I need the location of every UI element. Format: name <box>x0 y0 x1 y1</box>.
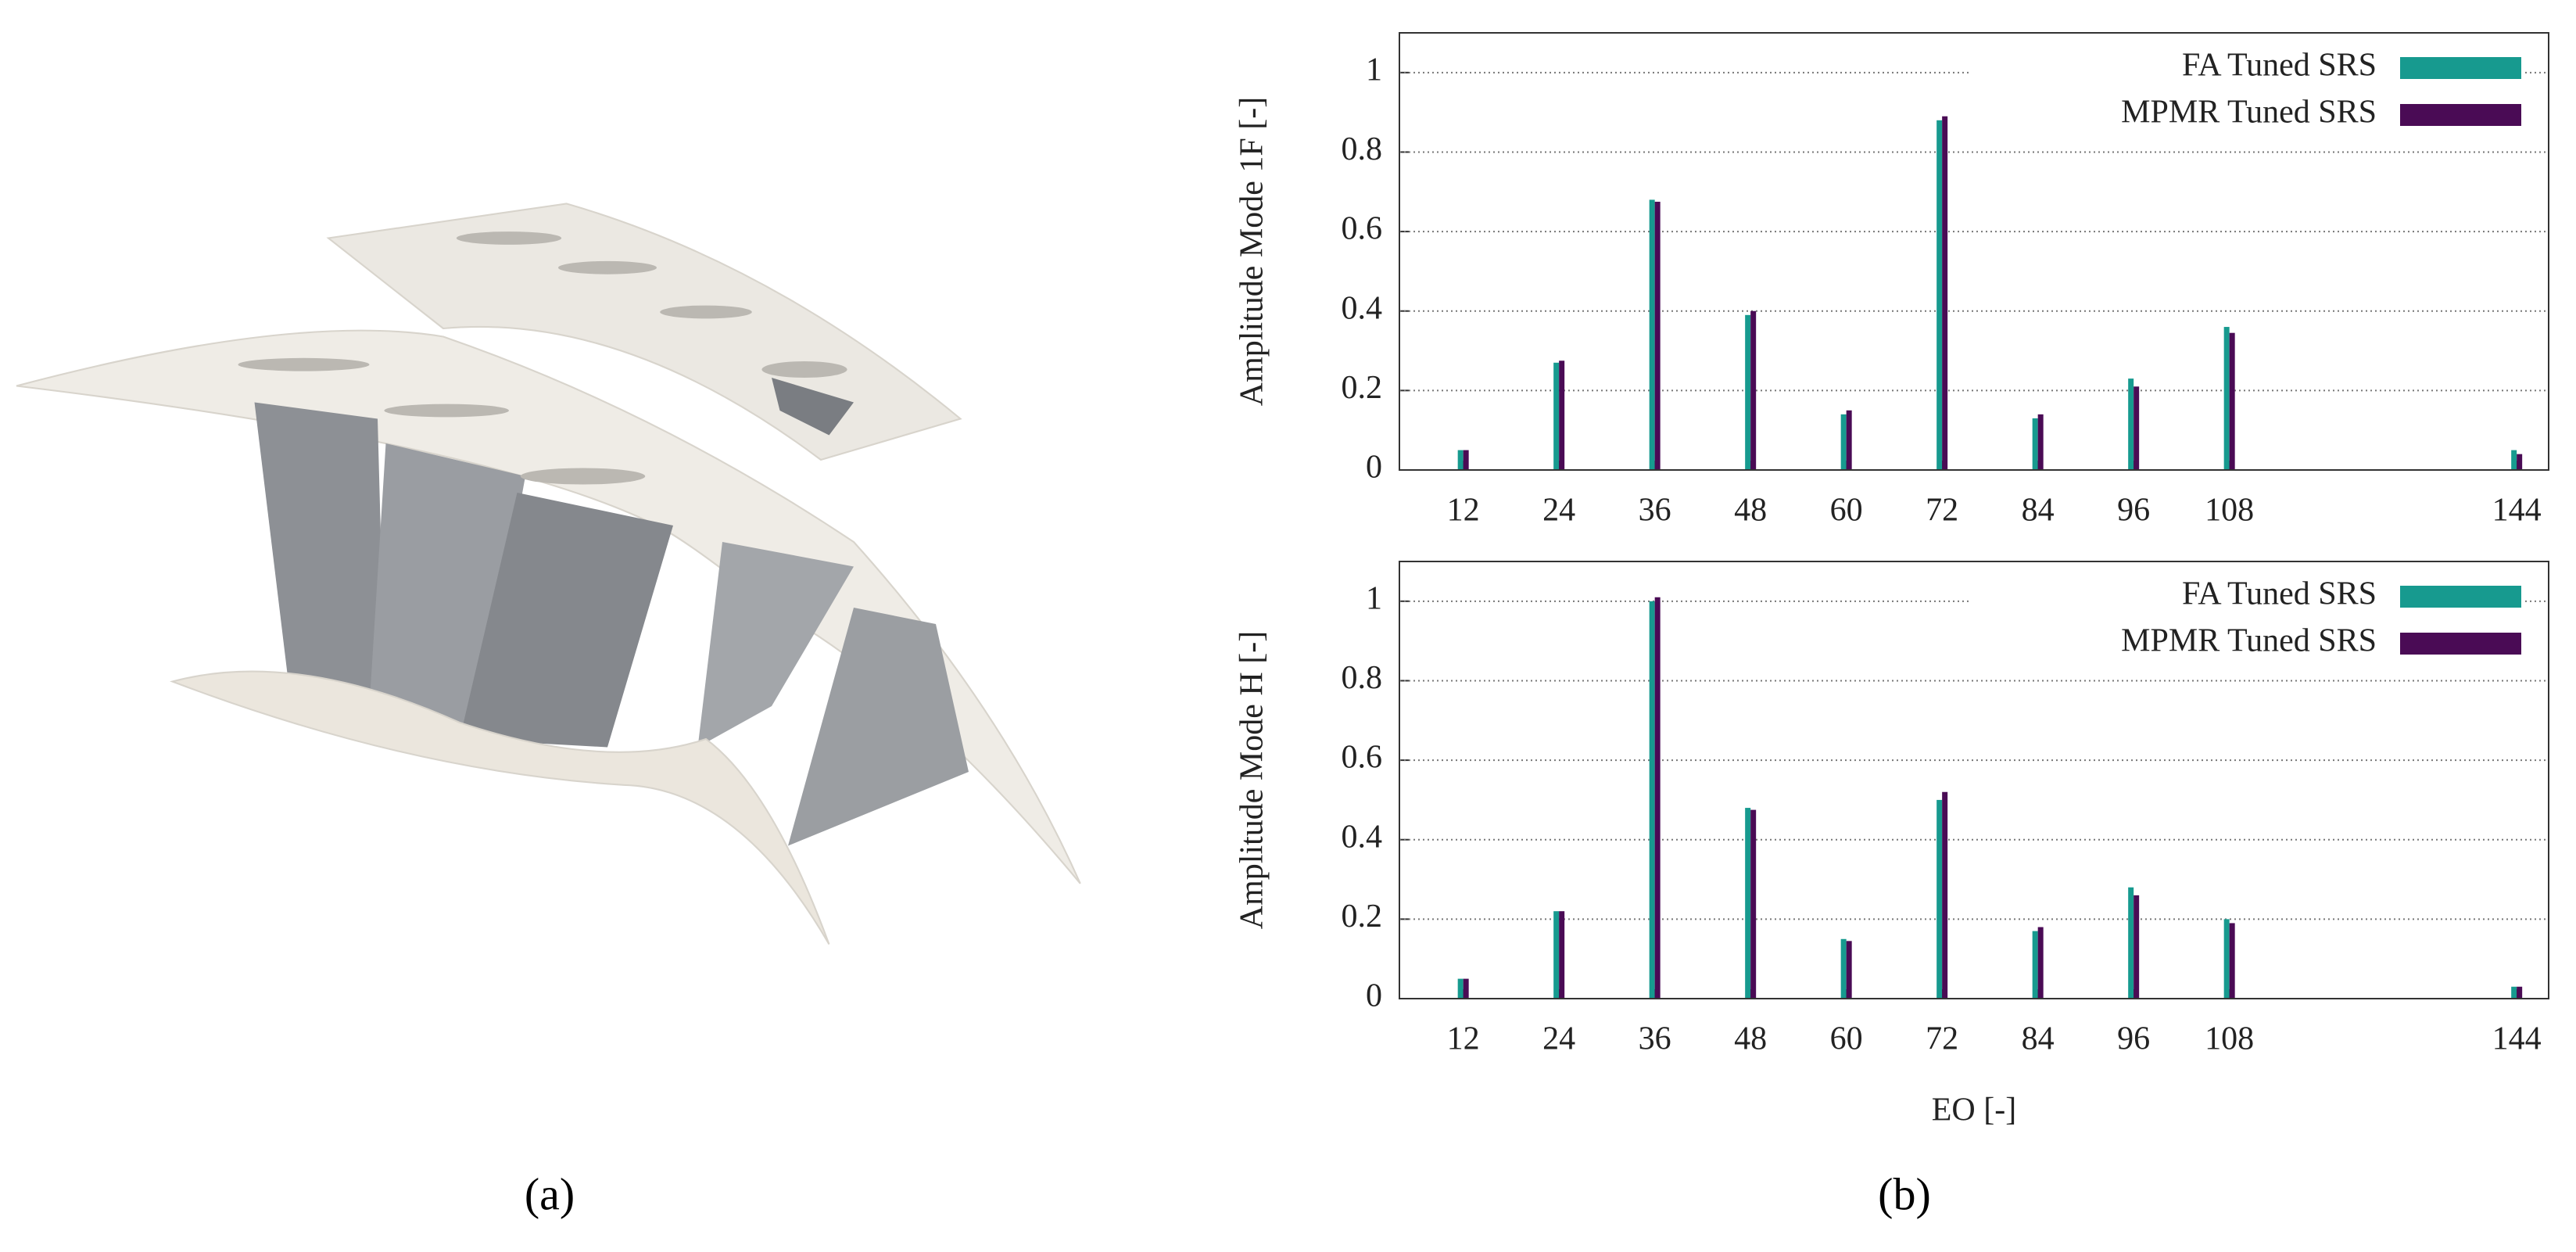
legend-box <box>1970 36 2525 145</box>
legend-swatch <box>2400 633 2521 655</box>
legend-box <box>1970 565 2525 674</box>
x-tick-label: 84 <box>2022 493 2055 529</box>
bar <box>1463 450 1469 470</box>
y-tick-label: 0.2 <box>1342 370 1383 406</box>
bar <box>1840 938 1847 999</box>
x-tick-label: 144 <box>2492 1021 2542 1057</box>
bar <box>1942 116 1948 470</box>
x-tick-label: 72 <box>1926 493 1958 529</box>
bar <box>2128 887 2134 999</box>
x-tick-label: 36 <box>1639 1021 1671 1057</box>
bar <box>2134 386 2140 470</box>
x-tick-label: 144 <box>2492 493 2542 529</box>
x-tick-label: 96 <box>2117 1021 2150 1057</box>
y-tick-label: 0.8 <box>1342 660 1383 696</box>
bar <box>1840 414 1847 470</box>
bar <box>1559 361 1565 470</box>
bar <box>2511 986 2517 999</box>
bar <box>1457 450 1464 470</box>
bar <box>2223 919 2230 999</box>
legend-swatch <box>2400 104 2521 126</box>
bar <box>1553 362 1560 470</box>
bar <box>2517 454 2523 470</box>
bar <box>1553 911 1560 999</box>
bar <box>1936 799 1943 999</box>
bar <box>2517 986 2523 999</box>
panel-label: (b) <box>1878 1168 1931 1219</box>
blade-render <box>16 203 1081 945</box>
x-tick-label: 108 <box>2205 493 2254 529</box>
y-tick-label: 0.6 <box>1342 211 1383 247</box>
bar <box>1654 597 1661 999</box>
bar <box>2128 378 2134 470</box>
legend-label: MPMR Tuned SRS <box>2121 95 2377 131</box>
bar <box>2134 895 2140 999</box>
legend-swatch <box>2400 57 2521 79</box>
bar <box>1457 978 1464 999</box>
y-tick-label: 0 <box>1366 978 1382 1014</box>
bar <box>1750 310 1757 470</box>
x-tick-label: 96 <box>2117 493 2150 529</box>
x-tick-label: 60 <box>1830 493 1863 529</box>
y-tick-label: 1 <box>1366 52 1382 88</box>
x-tick-label: 12 <box>1447 493 1480 529</box>
bar <box>2037 414 2044 470</box>
bar <box>1654 201 1661 470</box>
x-tick-label: 108 <box>2205 1021 2254 1057</box>
legend-label: FA Tuned SRS <box>2182 576 2377 612</box>
x-tick-label: 12 <box>1447 1021 1480 1057</box>
bar <box>2229 923 2235 999</box>
y-tick-label: 1 <box>1366 580 1382 616</box>
x-tick-label: 24 <box>1542 1021 1575 1057</box>
x-axis-title: EO [-] <box>1932 1092 2016 1128</box>
bar <box>1750 809 1757 999</box>
bar <box>1559 911 1565 999</box>
bar <box>1745 808 1751 999</box>
bar <box>1846 410 1852 470</box>
x-tick-label: 48 <box>1734 493 1767 529</box>
y-tick-label: 0.2 <box>1342 899 1383 935</box>
x-tick-label: 60 <box>1830 1021 1863 1057</box>
y-tick-label: 0.4 <box>1342 290 1383 326</box>
legend-swatch <box>2400 586 2521 608</box>
x-tick-label: 84 <box>2022 1021 2055 1057</box>
plot-frame <box>1399 561 2549 999</box>
bar <box>2037 927 2044 999</box>
legend-label: FA Tuned SRS <box>2182 48 2377 84</box>
bar <box>2032 931 2038 999</box>
bar <box>1463 978 1469 999</box>
bar <box>1846 941 1852 999</box>
x-tick-label: 24 <box>1542 493 1575 529</box>
legend-label: MPMR Tuned SRS <box>2121 623 2377 659</box>
y-axis-title: Amplitude Mode 1F [-] <box>1234 97 1270 406</box>
bar <box>1649 601 1655 999</box>
x-tick-label: 48 <box>1734 1021 1767 1057</box>
bar <box>2511 450 2517 470</box>
panel-label: (a) <box>525 1168 575 1219</box>
bar <box>1745 314 1751 470</box>
bar <box>2032 418 2038 470</box>
bar <box>1649 199 1655 470</box>
y-tick-label: 0 <box>1366 450 1382 486</box>
y-axis-title: Amplitude Mode H [-] <box>1234 631 1270 929</box>
y-tick-label: 0.8 <box>1342 131 1383 167</box>
x-tick-label: 72 <box>1926 1021 1958 1057</box>
y-tick-label: 0.6 <box>1342 740 1383 776</box>
x-tick-label: 36 <box>1639 493 1671 529</box>
bar <box>2229 332 2235 470</box>
plot-frame <box>1399 32 2549 471</box>
bar <box>1936 120 1943 471</box>
bar <box>2223 327 2230 470</box>
bar <box>1942 791 1948 999</box>
y-tick-label: 0.4 <box>1342 819 1383 855</box>
